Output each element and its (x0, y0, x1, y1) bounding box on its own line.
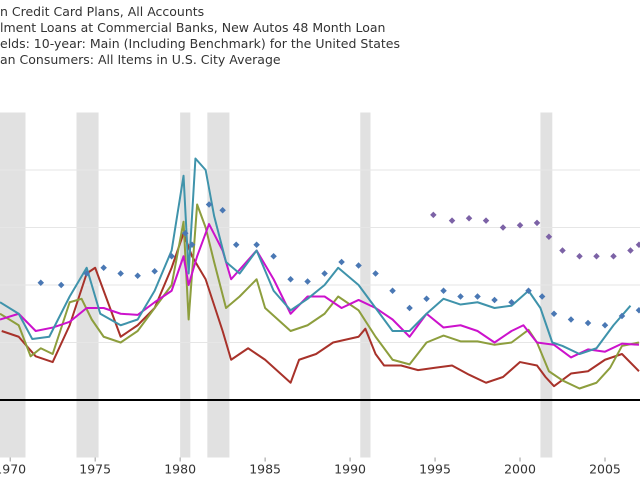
data-point (355, 262, 362, 269)
data-point (406, 304, 413, 312)
data-point (57, 281, 65, 289)
legend-entry: elds: 10-year: Main (Including Benchmark… (0, 36, 400, 51)
data-point (181, 229, 189, 237)
data-point (457, 293, 464, 300)
data-point (430, 211, 437, 219)
x-tick-label: 1990 (334, 462, 366, 477)
data-point (117, 270, 124, 277)
data-point (610, 252, 617, 260)
data-point (100, 264, 107, 272)
data-point (287, 275, 294, 283)
data-point (576, 252, 583, 260)
x-tick-label: 1980 (164, 462, 196, 477)
data-point (545, 233, 553, 240)
data-point (270, 252, 277, 260)
data-point (372, 270, 379, 277)
x-tick-label: 2005 (589, 462, 621, 477)
data-point (635, 241, 640, 249)
x-tick-label: 1975 (79, 462, 111, 477)
x-tick-label: 1985 (249, 462, 281, 477)
data-point (593, 252, 600, 260)
data-point (134, 272, 141, 280)
x-tick-label: 2000 (504, 462, 536, 477)
data-point (499, 224, 507, 231)
series-line (1, 232, 640, 388)
data-point (533, 219, 541, 227)
x-tick-label: 1970 (0, 462, 26, 477)
data-point (188, 241, 196, 249)
data-point (304, 278, 311, 285)
data-point (516, 221, 524, 229)
data-point (482, 217, 490, 224)
data-point (618, 312, 626, 320)
data-point (440, 287, 447, 295)
data-point (550, 310, 558, 318)
series-line (0, 157, 632, 355)
data-point (559, 247, 566, 254)
data-point (423, 295, 430, 303)
data-point (567, 316, 575, 323)
legend-entry: n Credit Card Plans, All Accounts (0, 4, 204, 19)
data-point (389, 287, 396, 295)
series-line (0, 223, 640, 359)
data-point (321, 270, 328, 277)
data-point (627, 247, 634, 254)
data-point (232, 241, 240, 249)
data-point (205, 201, 213, 208)
data-point (491, 296, 498, 304)
data-point (601, 321, 609, 329)
data-point (635, 307, 640, 314)
data-point (465, 215, 473, 222)
data-point (474, 293, 481, 300)
legend-entry: an Consumers: All Items in U.S. City Ave… (0, 52, 281, 67)
legend-entry: lment Loans at Commercial Banks, New Aut… (0, 20, 385, 35)
x-tick-label: 1995 (419, 462, 451, 477)
data-point (151, 267, 158, 275)
data-point (584, 319, 592, 327)
data-point (538, 293, 546, 300)
data-point (508, 298, 515, 306)
data-point (525, 287, 532, 295)
data-point (448, 217, 456, 224)
data-point (253, 241, 260, 249)
data-point (168, 252, 175, 260)
data-point (338, 258, 345, 266)
data-point (219, 206, 226, 214)
